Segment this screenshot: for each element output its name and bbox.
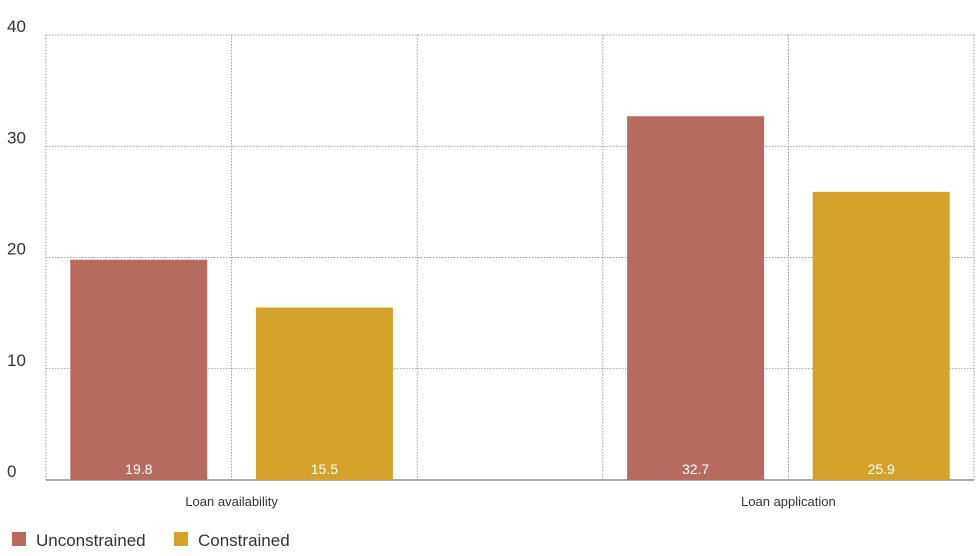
legend-swatch-unconstrained	[12, 532, 26, 546]
legend-label-constrained: Constrained	[198, 531, 290, 550]
x-category-label: Loan application	[741, 494, 836, 509]
y-tick-label: 20	[7, 240, 26, 259]
bar-constrained-2	[812, 191, 950, 481]
y-tick-label: 0	[7, 462, 16, 481]
legend-label-unconstrained: Unconstrained	[36, 531, 146, 550]
legend-swatch-constrained	[174, 532, 188, 546]
data-label: 19.8	[125, 461, 152, 477]
legend: Unconstrained Constrained	[12, 531, 290, 550]
y-tick-label: 10	[7, 351, 26, 370]
y-axis-ticks: 0 10 20 30 40	[7, 17, 26, 481]
bars: 19.8 15.5 32.7 25.9	[70, 116, 950, 481]
y-tick-label: 40	[7, 17, 26, 36]
data-label: 32.7	[682, 461, 709, 477]
bar-unconstrained-1	[70, 259, 208, 480]
data-label: 15.5	[311, 461, 338, 477]
x-category-label: Loan availability	[185, 494, 278, 509]
data-label: 25.9	[868, 461, 895, 477]
bar-constrained-1	[255, 307, 393, 480]
bar-unconstrained-2	[627, 116, 765, 481]
y-tick-label: 30	[7, 128, 26, 147]
x-axis-categories: Loan availability Loan application	[185, 494, 835, 509]
